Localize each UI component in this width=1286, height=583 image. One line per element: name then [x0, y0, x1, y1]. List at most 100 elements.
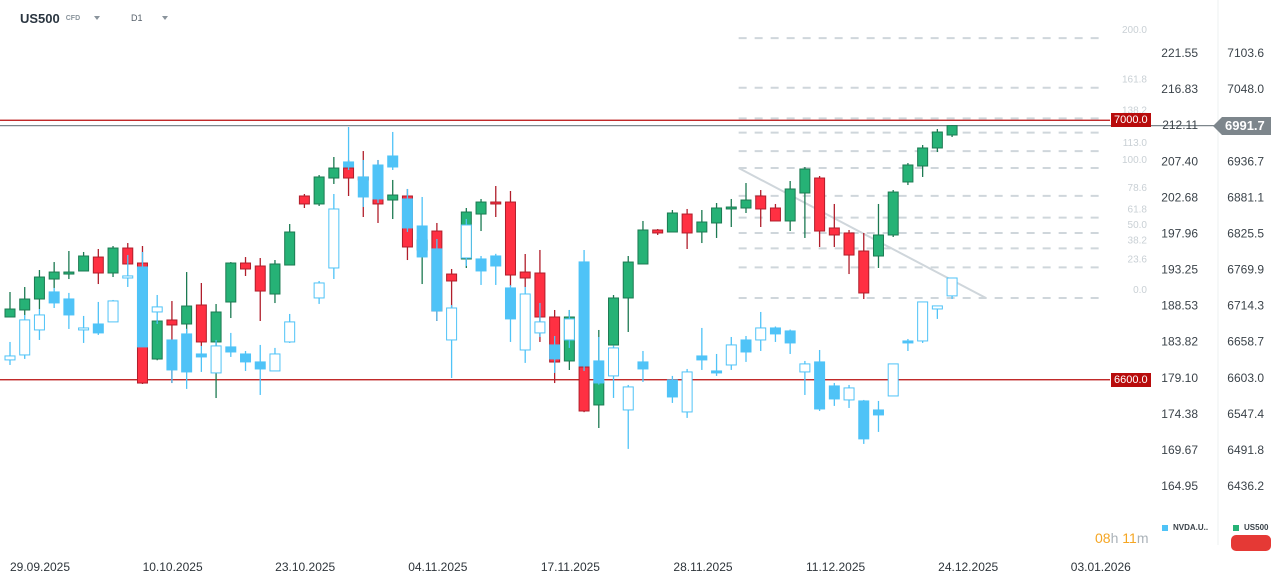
nvda-candle[interactable] [725, 336, 737, 370]
us500-candle[interactable] [902, 163, 914, 186]
nvda-candle[interactable] [563, 309, 575, 348]
nvda-candle[interactable] [416, 196, 428, 258]
us500-candle[interactable] [755, 190, 767, 228]
legend-item-us500[interactable]: US500 [1233, 523, 1268, 532]
us500-candle[interactable] [681, 208, 693, 249]
nvda-candle[interactable] [681, 368, 693, 418]
us500-candle[interactable] [917, 144, 929, 177]
nvda-candle[interactable] [622, 384, 634, 449]
nvda-candle[interactable] [637, 350, 649, 382]
us500-candle[interactable] [931, 128, 943, 153]
nvda-candle[interactable] [755, 311, 767, 351]
nvda-candle[interactable] [4, 341, 16, 365]
nvda-candle[interactable] [519, 286, 531, 363]
nvda-candle[interactable] [136, 251, 148, 348]
nvda-candle[interactable] [401, 188, 413, 232]
nvda-candle[interactable] [122, 254, 134, 287]
nvda-candle[interactable] [63, 292, 75, 329]
nvda-candle[interactable] [328, 193, 340, 279]
nvda-candle[interactable] [946, 277, 958, 299]
nvda-candle[interactable] [240, 350, 252, 371]
us500-candle[interactable] [711, 202, 723, 238]
symbol-selector[interactable]: US500 CFD [20, 9, 101, 27]
us500-candle[interactable] [240, 257, 252, 276]
nvda-candle[interactable] [254, 344, 266, 395]
legend-item-nvda[interactable]: NVDA.U.. [1162, 523, 1208, 532]
remove-compare-button[interactable] [1231, 535, 1271, 551]
us500-candle[interactable] [696, 210, 708, 244]
nvda-candle[interactable] [504, 285, 516, 342]
nvda-candle[interactable] [195, 345, 207, 372]
us500-candle[interactable] [872, 203, 884, 269]
us500-candle[interactable] [313, 175, 325, 206]
us500-candle[interactable] [652, 229, 664, 235]
us500-candle[interactable] [269, 260, 281, 304]
nvda-candle[interactable] [814, 349, 826, 411]
nvda-candle[interactable] [593, 336, 605, 385]
nvda-candle[interactable] [343, 126, 355, 170]
price-level-tag-upper[interactable]: 7000.0 [1111, 113, 1151, 128]
nvda-candle[interactable] [48, 287, 60, 308]
us500-candle[interactable] [490, 186, 502, 218]
us500-candle[interactable] [814, 176, 826, 247]
us500-candle[interactable] [637, 220, 649, 265]
nvda-candle[interactable] [151, 294, 163, 324]
us500-candle[interactable] [33, 270, 45, 310]
timeframe-dropdown-caret-icon[interactable] [161, 16, 168, 20]
us500-candle[interactable] [225, 262, 237, 319]
us500-candle[interactable] [387, 179, 399, 220]
nvda-candle[interactable] [107, 299, 119, 323]
nvda-candle[interactable] [446, 305, 458, 378]
nvda-candle[interactable] [887, 363, 899, 397]
nvda-candle[interactable] [166, 339, 178, 383]
us500-candle[interactable] [181, 272, 193, 334]
us500-candle[interactable] [4, 292, 16, 318]
nvda-candle[interactable] [534, 302, 546, 337]
nvda-candle[interactable] [843, 384, 855, 408]
nvda-candle[interactable] [666, 375, 678, 403]
nvda-candle[interactable] [357, 159, 369, 207]
nvda-candle[interactable] [284, 313, 296, 343]
us500-candle[interactable] [519, 253, 531, 288]
us500-candle[interactable] [622, 256, 634, 332]
nvda-candle[interactable] [902, 338, 914, 351]
us500-candle[interactable] [858, 232, 870, 300]
us500-candle[interactable] [107, 246, 119, 278]
us500-candle[interactable] [328, 157, 340, 184]
us500-candle[interactable] [284, 224, 296, 266]
nvda-candle[interactable] [784, 329, 796, 354]
nvda-candle[interactable] [769, 326, 781, 342]
us500-candle[interactable] [446, 268, 458, 309]
price-level-tag-lower[interactable]: 6600.0 [1111, 372, 1151, 387]
us500-candle[interactable] [946, 125, 958, 138]
nvda-candle[interactable] [608, 345, 620, 398]
nvda-candle[interactable] [711, 353, 723, 376]
nvda-candle[interactable] [931, 305, 943, 319]
nvda-candle[interactable] [372, 159, 384, 203]
nvda-candle[interactable] [33, 308, 45, 340]
nvda-candle[interactable] [460, 218, 472, 266]
us500-candle[interactable] [666, 210, 678, 233]
nvda-candle[interactable] [872, 400, 884, 432]
nvda-candle[interactable] [78, 315, 90, 343]
us500-candle[interactable] [784, 181, 796, 232]
us500-candle[interactable] [504, 190, 516, 286]
nvda-candle[interactable] [828, 382, 840, 406]
us500-candle[interactable] [298, 193, 310, 208]
us500-candle[interactable] [578, 366, 590, 413]
us500-candle[interactable] [608, 294, 620, 346]
us500-candle[interactable] [725, 198, 737, 228]
us500-candle[interactable] [887, 190, 899, 237]
us500-candle[interactable] [843, 229, 855, 275]
nvda-candle[interactable] [799, 360, 811, 395]
nvda-candle[interactable] [578, 249, 590, 371]
us500-candle[interactable] [48, 262, 60, 288]
nvda-candle[interactable] [210, 339, 222, 374]
nvda-candle[interactable] [92, 301, 104, 335]
timeframe-selector[interactable]: D1 [131, 9, 168, 27]
us500-candle[interactable] [740, 183, 752, 213]
us500-candle[interactable] [151, 319, 163, 361]
us500-candle[interactable] [78, 251, 90, 272]
trendline[interactable] [738, 167, 987, 299]
